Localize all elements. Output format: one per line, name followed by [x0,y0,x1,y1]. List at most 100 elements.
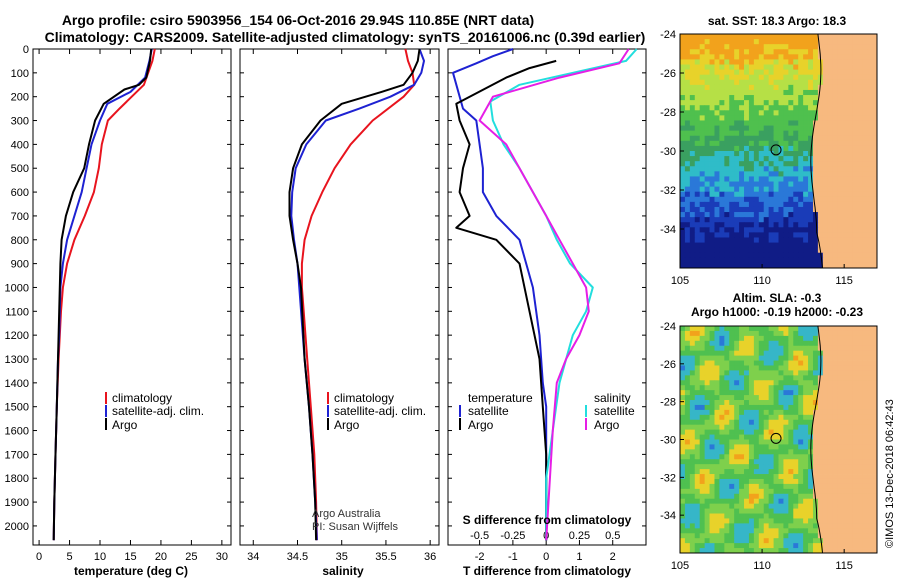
map-cell-sst [822,105,829,111]
map-cell-sla [803,508,809,514]
map-cell-sst [719,252,725,259]
map-cell-sst [803,181,809,188]
map-cell-sla [689,533,696,539]
map-cell-sla [847,478,853,485]
map-cell-sla [758,404,765,411]
map-cell-sst [827,120,834,126]
map-cell-sla [827,508,834,514]
map-cell-sla [822,350,829,356]
map-cell-sla [862,326,868,332]
map-cell-sst [783,181,789,188]
map-cell-sst [852,135,858,142]
map-cell-sst [768,89,774,96]
map-cell-sst [837,242,843,249]
map-cell-sla [684,350,691,356]
map-cell-sst [719,217,725,223]
map-cell-sla [758,360,765,366]
map-cell-sla [803,528,809,534]
map-cell-sla [847,404,853,411]
map-cell-sst [684,191,691,198]
map-cell-sla [699,498,706,505]
map-cell-sst [842,125,848,132]
map-cell-sst [867,125,873,132]
map-cell-sla [748,459,755,465]
map-cell-sst [822,54,829,60]
map-cell-sla [744,395,750,401]
map-cell-sst [744,176,750,182]
map-cell-sst [714,145,720,152]
map-cell-sla [778,335,784,342]
map-cell-sst [822,227,829,233]
map-cell-sst [847,130,853,137]
map-cell-sla [739,439,745,445]
map-cell-sla [842,464,848,470]
map-cell-sla [709,518,715,524]
map-cell-sst [788,252,794,259]
map-cell-sla [783,404,789,411]
legend-difference: temperature satellite Argo salinity sate… [459,391,635,527]
map-cell-sla [803,360,809,366]
map-cell-sst [704,69,710,76]
map-cell-sla [694,474,701,480]
map-cell-sla [822,370,829,376]
map-cell-sla [857,434,863,440]
map-cell-sla [689,330,696,337]
map-cell-sla [827,464,834,470]
map-cell-sla [827,390,834,396]
map-cell-sla [827,533,834,539]
map-cell-sla [704,395,710,401]
map-cell-sla [803,409,809,416]
map-cell-sla [689,483,696,490]
map-cell-sst [788,232,794,238]
map-cell-sla [788,498,794,505]
map-cell-sla [724,483,730,490]
map-cell-sla [847,503,853,509]
map-cell-sla [694,439,701,445]
map-cell-sla [719,390,725,396]
map-cell-sst [862,171,868,177]
map-cell-sst [729,247,735,254]
map-cell-sla [857,375,863,381]
map-cell-sla [709,483,715,490]
map-cell-sla [808,459,814,465]
y-tick-label: 800 [11,235,29,247]
map-cell-sst [793,247,799,254]
map-cell-sla [783,424,789,431]
map-cell-sla [744,548,750,554]
map-cell-sst [872,39,878,45]
map-cell-sla [827,375,834,381]
map-cell-sla [857,439,863,445]
map-cell-sla [694,385,701,391]
map-cell-sst [812,39,819,45]
map-cell-sst [739,176,745,182]
map-cell-sst [684,100,691,106]
map-cell-sla [803,400,809,406]
map-cell-sst [704,171,710,177]
map-cell-sst [822,44,829,50]
map-cell-sst [783,120,789,126]
map-cell-sst [852,95,858,101]
map-cell-sla [857,508,863,514]
map-cell-sst [837,84,843,91]
map-cell-sla [803,488,809,495]
map-cell-sla [748,380,755,386]
map-cell-sst [694,84,701,91]
map-cell-sla [699,424,706,431]
map-cell-sst [842,232,848,238]
map-cell-sla [822,488,829,495]
map-cell-sst [773,84,779,91]
map-cell-sst [773,44,779,50]
map-cell-sst [852,212,858,218]
map-cell-sla [729,335,735,342]
map-cell-sst [684,39,691,45]
map-cell-sst [793,206,799,213]
map-cell-sla [719,434,725,440]
series-line-diff-temperature-argo [455,59,557,541]
map-cell-sla [827,444,834,450]
map-cell-sst [817,262,824,269]
map-cell-sst [699,64,706,71]
map-cell-sla [847,390,853,396]
map-cell-sla [778,439,784,445]
map-cell-sst [739,49,745,55]
